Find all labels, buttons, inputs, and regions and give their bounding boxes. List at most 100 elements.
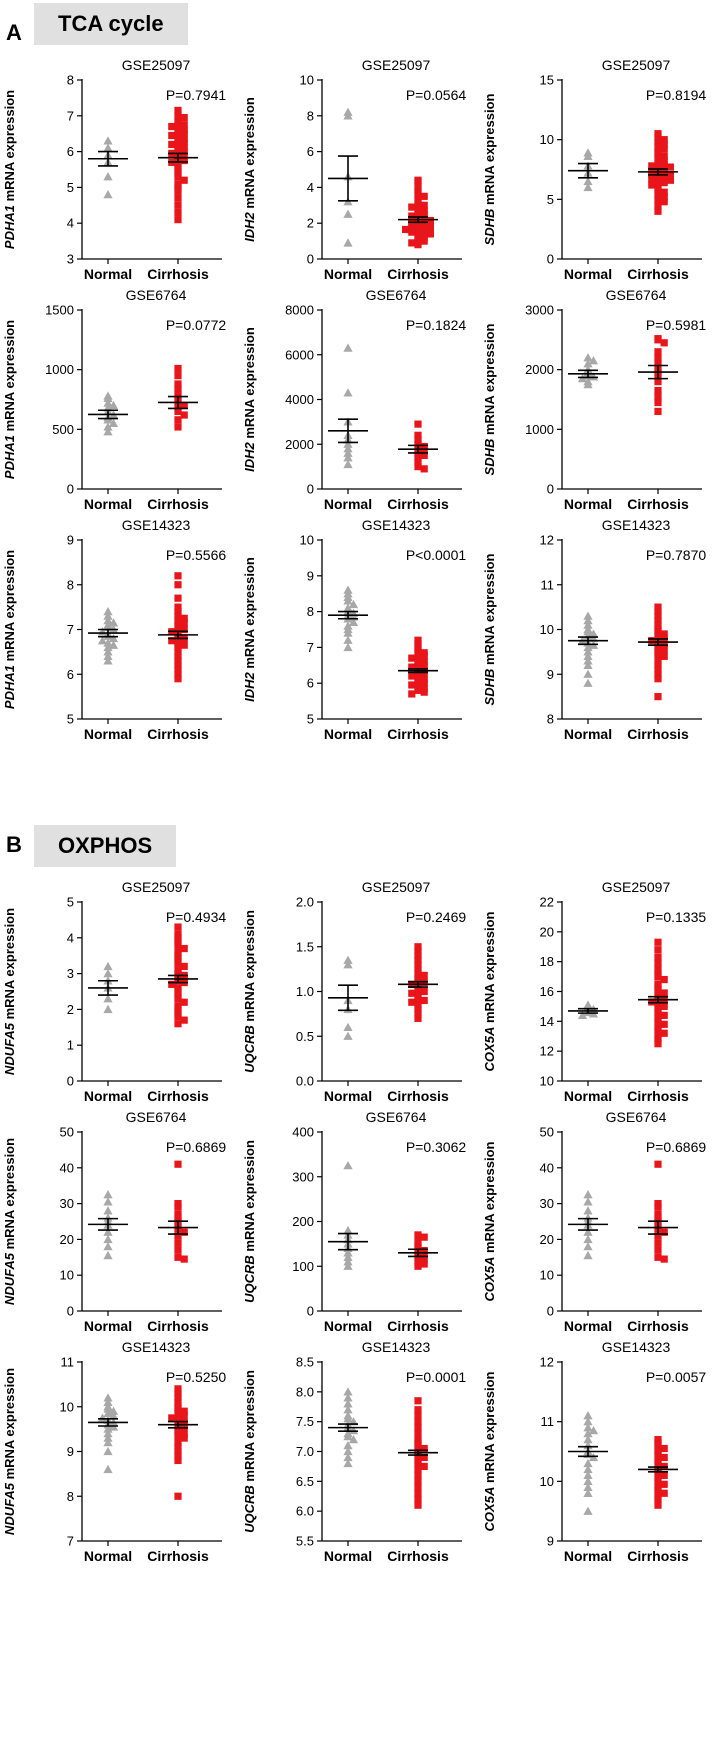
data-point-normal: [343, 642, 353, 652]
data-point-cirrhosis: [420, 201, 428, 209]
data-point-normal: [583, 151, 593, 161]
data-point-cirrhosis: [660, 646, 668, 654]
data-point-cirrhosis: [174, 1398, 182, 1406]
y-tick-label: 20: [60, 1232, 74, 1247]
data-point-cirrhosis: [414, 961, 422, 969]
data-point-cirrhosis: [660, 1011, 668, 1019]
y-tick-label: 2000: [525, 362, 554, 377]
p-value-label: P=0.2469: [406, 909, 467, 925]
data-point-cirrhosis: [174, 616, 182, 625]
data-point-cirrhosis: [420, 447, 428, 455]
data-point-cirrhosis: [174, 666, 182, 674]
y-tick-label: 10: [300, 73, 314, 88]
data-point-normal: [103, 611, 113, 620]
category-label-normal: Normal: [324, 726, 372, 742]
y-axis-suffix: mRNA expression: [482, 1371, 497, 1486]
data-point-cirrhosis: [414, 440, 422, 448]
y-tick-label: 3: [67, 252, 74, 267]
data-point-cirrhosis: [414, 235, 422, 243]
data-point-cirrhosis: [414, 222, 422, 230]
y-axis-label: NDUFA5 mRNA expression: [2, 1368, 17, 1535]
data-point-cirrhosis: [654, 946, 662, 954]
y-tick-label: 5: [67, 712, 74, 727]
chart-ndufa5-gse6764: GSE6764 NDUFA5 mRNA expression 0 10 20 30 40 50…: [2, 1109, 226, 1334]
y-tick-label: 10: [60, 1268, 74, 1283]
data-point-cirrhosis: [420, 465, 428, 473]
data-point-normal: [343, 111, 353, 120]
data-point-cirrhosis: [654, 693, 662, 701]
data-point-cirrhosis: [654, 959, 662, 967]
y-axis-suffix: mRNA expression: [2, 1368, 17, 1483]
data-point-cirrhosis: [660, 1228, 668, 1236]
data-point-cirrhosis: [174, 572, 182, 580]
data-point-cirrhosis: [420, 670, 428, 678]
category-label-cirrhosis: Cirrhosis: [387, 1318, 449, 1334]
data-point-normal: [97, 636, 108, 645]
data-point-cirrhosis: [174, 119, 182, 127]
y-axis-label: IDH2 mRNA expression: [242, 327, 257, 472]
data-point-cirrhosis: [168, 122, 176, 131]
data-point-normal: [103, 1424, 113, 1433]
category-label-cirrhosis: Cirrhosis: [387, 1548, 449, 1564]
data-point-cirrhosis: [180, 625, 188, 634]
y-axis-label: IDH2 mRNA expression: [242, 97, 257, 242]
chart-idh2-gse25097: GSE25097 IDH2 mRNA expression 0 2 4 6 8 10 Norma…: [242, 57, 466, 282]
y-axis-suffix: mRNA expression: [482, 553, 497, 668]
data-point-cirrhosis: [420, 661, 428, 669]
data-point-cirrhosis: [414, 1406, 422, 1414]
data-point-cirrhosis: [654, 1026, 662, 1034]
data-point-cirrhosis: [414, 178, 422, 186]
data-point-cirrhosis: [174, 1394, 182, 1402]
data-point-cirrhosis: [180, 139, 188, 147]
y-axis-suffix: mRNA expression: [242, 97, 257, 212]
data-point-cirrhosis: [414, 659, 422, 668]
data-point-cirrhosis: [414, 1014, 422, 1022]
y-tick-label: 18: [540, 954, 554, 969]
data-point-normal: [583, 1488, 593, 1497]
data-point-normal: [583, 656, 593, 665]
category-label-normal: Normal: [324, 1318, 372, 1334]
data-point-normal: [103, 143, 113, 152]
y-tick-label: 5: [547, 192, 554, 207]
data-point-normal: [583, 1227, 593, 1236]
y-tick-label: 10: [300, 533, 314, 548]
y-tick-label: 5: [307, 712, 314, 727]
data-point-normal: [583, 615, 593, 625]
data-point-cirrhosis: [174, 1447, 182, 1456]
data-point-cirrhosis: [408, 203, 416, 211]
data-point-normal: [343, 459, 353, 469]
data-point-cirrhosis: [174, 639, 182, 647]
data-point-cirrhosis: [408, 690, 416, 698]
data-point-cirrhosis: [420, 1246, 428, 1255]
data-point-cirrhosis: [414, 1441, 422, 1450]
data-point-cirrhosis: [414, 1459, 422, 1468]
y-tick-label: 1.0: [296, 984, 314, 999]
data-point-cirrhosis: [174, 137, 182, 145]
y-axis-gene: SDHB: [482, 669, 497, 706]
chart-title: GSE25097: [362, 879, 431, 895]
data-point-cirrhosis: [414, 1253, 422, 1261]
data-point-cirrhosis: [654, 348, 662, 356]
data-point-cirrhosis: [174, 407, 182, 416]
data-point-cirrhosis: [414, 1418, 422, 1426]
data-point-cirrhosis: [180, 1407, 188, 1415]
data-point-cirrhosis: [174, 1385, 182, 1393]
data-point-cirrhosis: [174, 208, 182, 217]
category-label-cirrhosis: Cirrhosis: [387, 266, 449, 282]
y-tick-label: 9: [547, 667, 554, 682]
data-point-normal: [103, 1190, 113, 1199]
data-point-normal: [343, 1446, 353, 1456]
data-point-cirrhosis: [180, 113, 188, 122]
data-point-normal: [103, 1429, 113, 1438]
data-point-cirrhosis: [648, 637, 656, 645]
y-tick-label: 0: [307, 482, 314, 497]
data-point-cirrhosis: [654, 386, 662, 395]
data-point-normal: [343, 444, 353, 453]
data-point-cirrhosis: [174, 657, 182, 665]
y-axis-label: SDHB mRNA expression: [482, 553, 497, 705]
data-point-cirrhosis: [174, 1020, 182, 1028]
data-point-cirrhosis: [174, 1239, 182, 1247]
y-axis-label: UQCRB mRNA expression: [242, 1140, 257, 1303]
data-point-normal: [103, 1408, 113, 1418]
chart-cox5a-gse25097: GSE25097 COX5A mRNA expression 10 12 14 16 18 2…: [482, 879, 706, 1104]
